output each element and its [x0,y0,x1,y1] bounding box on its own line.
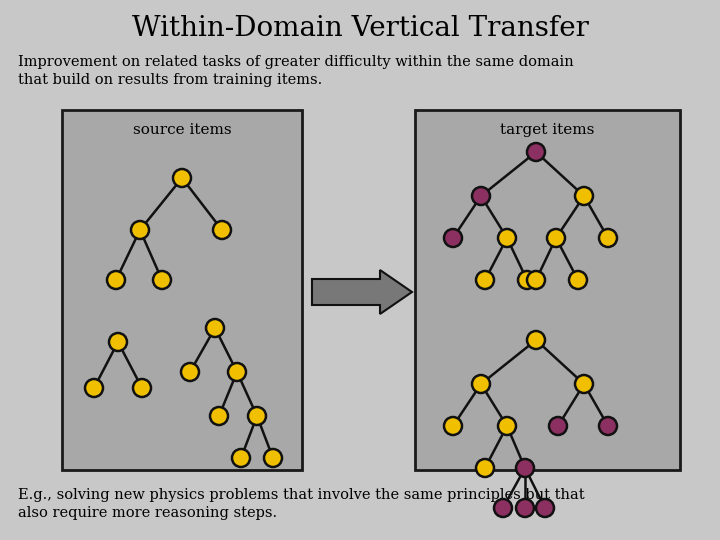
Circle shape [527,271,545,289]
Circle shape [549,417,567,435]
Circle shape [232,449,250,467]
Circle shape [472,375,490,393]
Text: source items: source items [132,123,231,137]
Circle shape [527,331,545,349]
Circle shape [516,459,534,477]
Circle shape [599,417,617,435]
Circle shape [153,271,171,289]
Circle shape [248,407,266,425]
FancyBboxPatch shape [415,110,680,470]
Circle shape [264,449,282,467]
Circle shape [476,459,494,477]
Circle shape [213,221,231,239]
Circle shape [536,499,554,517]
FancyBboxPatch shape [62,110,302,470]
Circle shape [516,499,534,517]
Circle shape [498,417,516,435]
Circle shape [569,271,587,289]
Circle shape [527,143,545,161]
Text: E.g., solving new physics problems that involve the same principles but that
als: E.g., solving new physics problems that … [18,488,585,521]
Text: Improvement on related tasks of greater difficulty within the same domain
that b: Improvement on related tasks of greater … [18,55,574,87]
Circle shape [444,229,462,247]
Text: target items: target items [500,123,595,137]
Circle shape [472,187,490,205]
Circle shape [131,221,149,239]
Circle shape [109,333,127,351]
Circle shape [85,379,103,397]
Circle shape [173,169,191,187]
Circle shape [494,499,512,517]
Circle shape [547,229,565,247]
Circle shape [206,319,224,337]
Circle shape [444,417,462,435]
Text: Within-Domain Vertical Transfer: Within-Domain Vertical Transfer [132,15,588,42]
Circle shape [599,229,617,247]
Circle shape [476,271,494,289]
Circle shape [575,375,593,393]
Circle shape [107,271,125,289]
FancyArrow shape [312,270,412,314]
Circle shape [210,407,228,425]
Circle shape [575,187,593,205]
Circle shape [181,363,199,381]
Circle shape [498,229,516,247]
Circle shape [133,379,151,397]
Circle shape [228,363,246,381]
Circle shape [518,271,536,289]
